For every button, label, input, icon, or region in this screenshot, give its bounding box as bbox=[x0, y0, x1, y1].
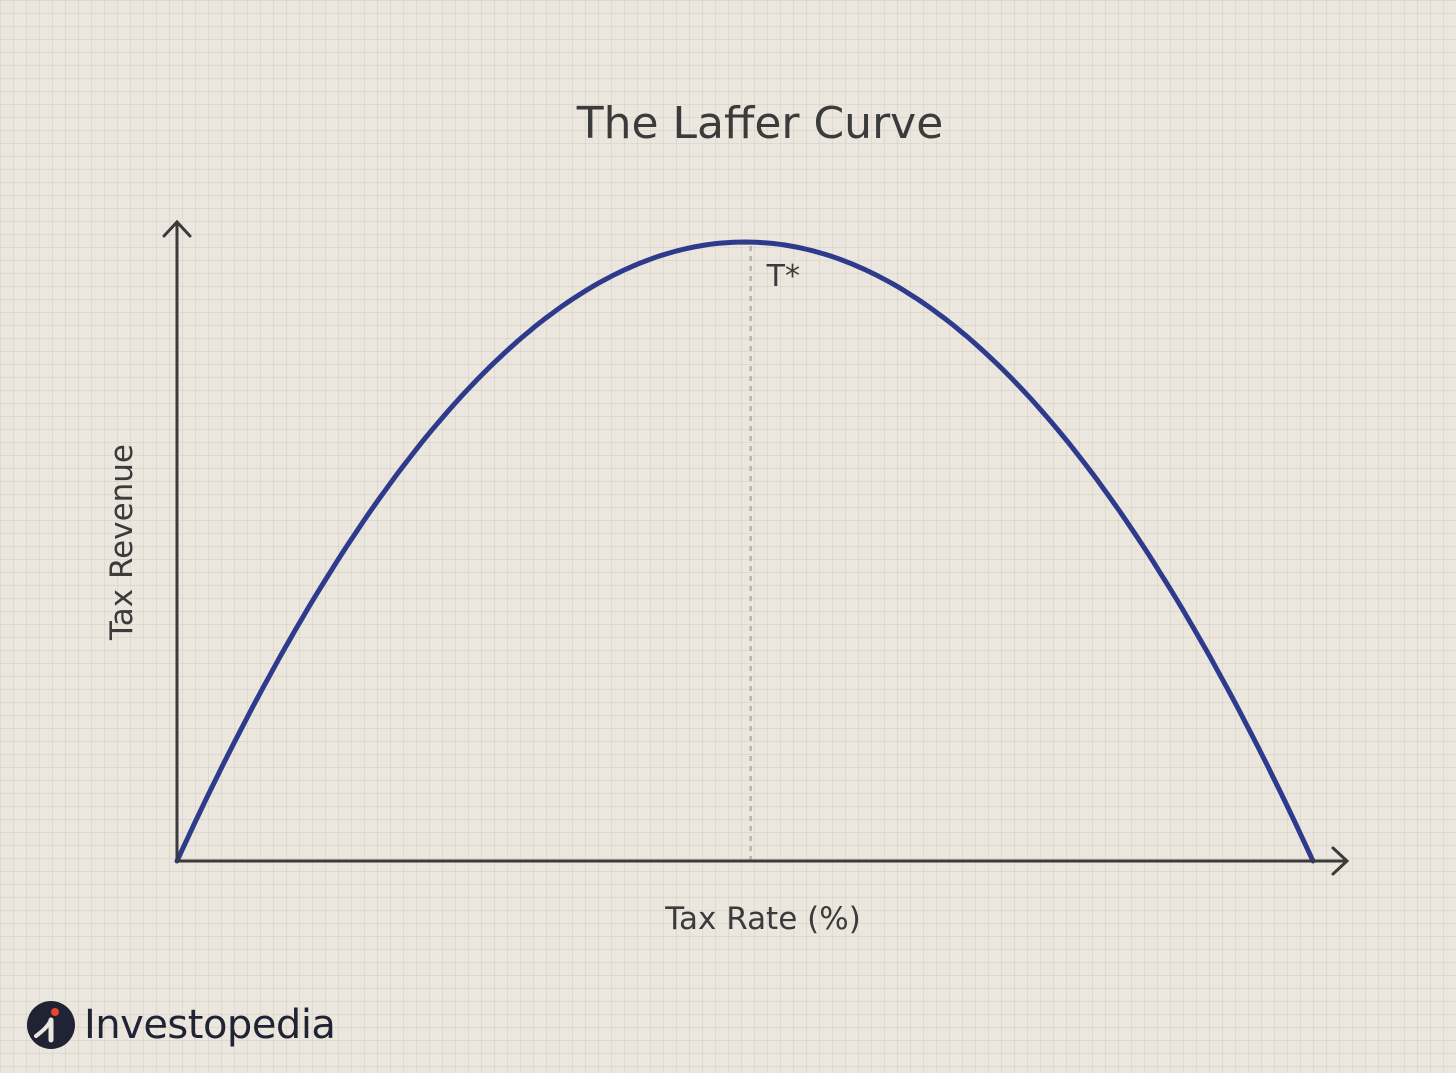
y-axis-label: Tax Revenue bbox=[104, 444, 140, 641]
optimal-rate-label: T* bbox=[766, 259, 800, 294]
x-axis-label: Tax Rate (%) bbox=[664, 901, 861, 937]
laffer-curve-line bbox=[174, 239, 1316, 864]
investopedia-logo-icon bbox=[27, 1001, 75, 1049]
logo-text: Investopedia bbox=[84, 1002, 336, 1048]
chart-title: The Laffer Curve bbox=[576, 98, 944, 149]
y-axis-arrowhead bbox=[162, 219, 192, 238]
investopedia-logo: Investopedia bbox=[26, 996, 336, 1054]
x-axis-arrowhead bbox=[1331, 846, 1350, 876]
